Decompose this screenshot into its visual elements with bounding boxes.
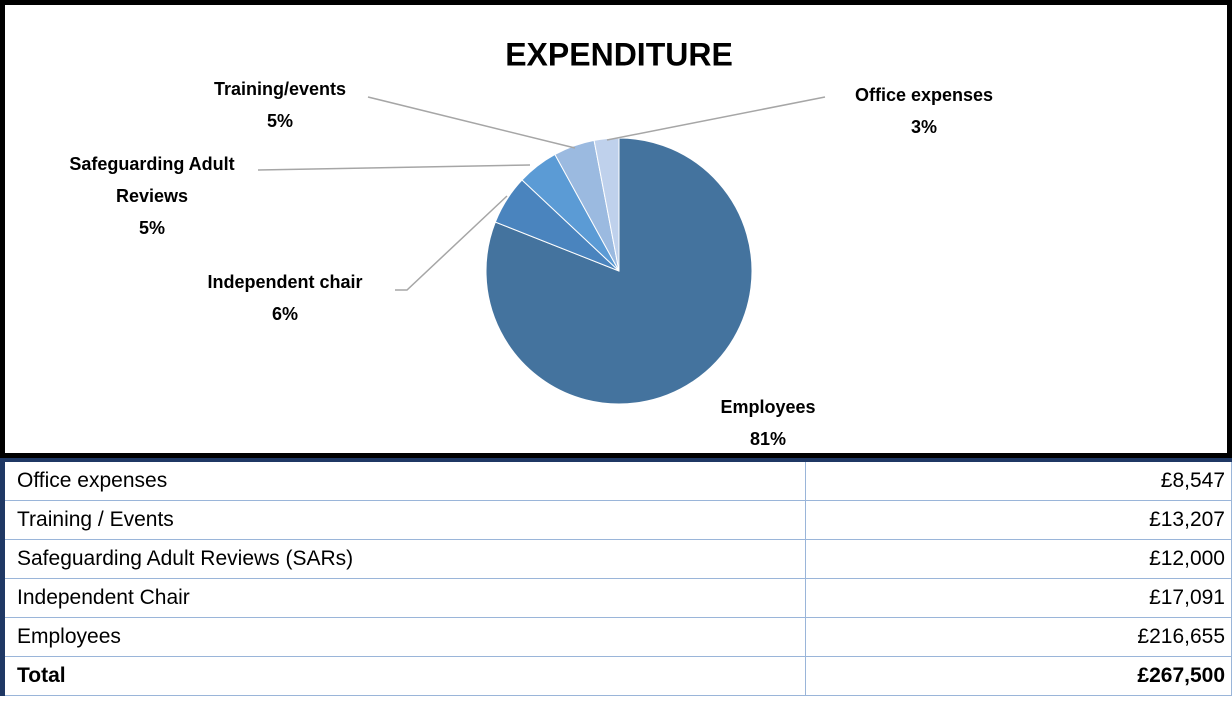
chart: EXPENDITURE xyxy=(0,0,1232,458)
leader-line xyxy=(395,195,508,291)
slice-label: Training/events 5% xyxy=(214,73,346,137)
slice-label: Independent chair 6% xyxy=(207,266,362,330)
value-label: 5% xyxy=(138,218,165,238)
table-cell: £17,091 xyxy=(805,578,1232,618)
leader-line xyxy=(257,164,531,171)
slice-label: Employees 81% xyxy=(720,391,815,455)
value-label: 5% xyxy=(266,111,294,131)
leader-line xyxy=(606,96,826,141)
value-label: 6% xyxy=(271,304,298,324)
value-label: 81% xyxy=(749,429,787,449)
category-label: Employees xyxy=(720,397,816,417)
table-cell: £13,207 xyxy=(805,500,1232,540)
table-cell: Employees xyxy=(0,617,806,657)
slice-label: Office expenses 3% xyxy=(855,79,993,143)
table-row: Independent Chair £17,091 xyxy=(0,578,1232,618)
table-cell: £8,547 xyxy=(805,458,1232,501)
category-label: Independent chair xyxy=(207,272,363,292)
leader-line xyxy=(367,96,576,149)
value-label: 3% xyxy=(910,117,938,137)
table-row: Training / Events £13,207 xyxy=(0,500,1232,540)
table-cell: Safeguarding Adult Reviews (SARs) xyxy=(0,539,806,579)
table-cell: Training / Events xyxy=(0,500,806,540)
category-label: Training/events xyxy=(213,79,347,99)
table-cell: £267,500 xyxy=(805,656,1232,696)
table-cell: £12,000 xyxy=(805,539,1232,579)
chart-title: EXPENDITURE xyxy=(505,36,733,72)
table-cell: Office expenses xyxy=(0,458,806,501)
expenditure-table: Office expenses £8,547 Training / Events £1… xyxy=(0,458,1232,696)
table-row: Safeguarding Adult Reviews (SARs) £12,000 xyxy=(0,539,1232,579)
table-cell: Total xyxy=(0,656,806,696)
table-row: Employees £216,655 xyxy=(0,617,1232,657)
table-row: Office expenses £8,547 xyxy=(0,458,1232,501)
total-row: Total £267,500 xyxy=(0,656,1232,696)
table-cell: Independent Chair xyxy=(0,578,806,618)
category-label: Safeguarding Adult Reviews xyxy=(69,154,235,206)
table-cell: £216,655 xyxy=(805,617,1232,657)
category-label: Office expenses xyxy=(854,85,994,105)
slice-label: Safeguarding Adult Reviews 5% xyxy=(37,148,267,244)
